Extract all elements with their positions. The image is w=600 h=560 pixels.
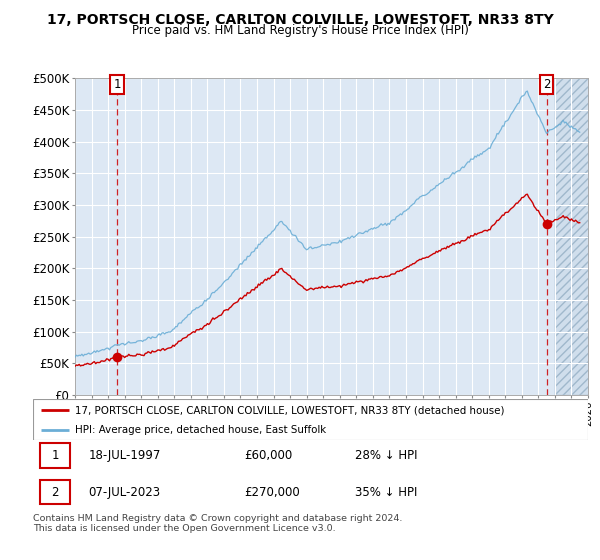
Text: 28% ↓ HPI: 28% ↓ HPI: [355, 449, 418, 462]
Text: 1: 1: [113, 78, 121, 91]
Text: 2: 2: [51, 486, 59, 498]
Text: 1: 1: [51, 449, 59, 462]
Text: Contains HM Land Registry data © Crown copyright and database right 2024.
This d: Contains HM Land Registry data © Crown c…: [33, 514, 403, 534]
Text: 17, PORTSCH CLOSE, CARLTON COLVILLE, LOWESTOFT, NR33 8TY: 17, PORTSCH CLOSE, CARLTON COLVILLE, LOW…: [47, 13, 553, 27]
Text: HPI: Average price, detached house, East Suffolk: HPI: Average price, detached house, East…: [74, 424, 326, 435]
Text: Price paid vs. HM Land Registry's House Price Index (HPI): Price paid vs. HM Land Registry's House …: [131, 24, 469, 37]
Text: 07-JUL-2023: 07-JUL-2023: [89, 486, 161, 498]
Bar: [40, 444, 70, 468]
Text: 17, PORTSCH CLOSE, CARLTON COLVILLE, LOWESTOFT, NR33 8TY (detached house): 17, PORTSCH CLOSE, CARLTON COLVILLE, LOW…: [74, 405, 504, 415]
Text: £60,000: £60,000: [244, 449, 292, 462]
Text: 18-JUL-1997: 18-JUL-1997: [89, 449, 161, 462]
Text: £270,000: £270,000: [244, 486, 299, 498]
Bar: [40, 480, 70, 505]
Text: 35% ↓ HPI: 35% ↓ HPI: [355, 486, 417, 498]
Text: 2: 2: [543, 78, 551, 91]
